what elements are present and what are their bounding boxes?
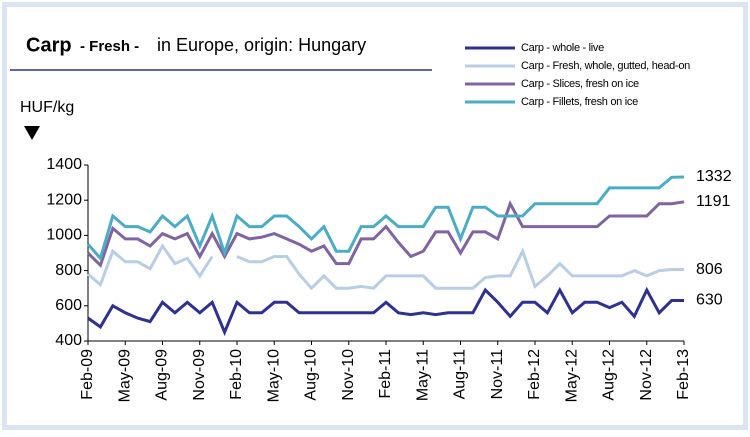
x-tick-label: May-12: [563, 349, 580, 402]
series-line: [86, 200, 685, 269]
x-tick-label: Feb-12: [526, 349, 543, 400]
series-line: [87, 243, 684, 291]
y-tick-label: 1200: [46, 191, 82, 208]
x-tick-label: Aug-12: [601, 349, 618, 401]
end-value-label: 630: [696, 292, 723, 309]
x-tick-label: Feb-11: [377, 349, 394, 399]
chart-title: Carp: [26, 34, 72, 56]
x-tick-label: Aug-11: [452, 349, 469, 400]
y-axis-label: HUF/kg: [20, 99, 74, 116]
x-tick-label: Aug-09: [154, 349, 171, 401]
legend-label: Carp - whole - live: [521, 42, 604, 54]
x-tick-label: Nov-11: [489, 349, 506, 399]
end-value-label: 806: [696, 261, 723, 278]
legend-label: Carp - Fresh, whole, gutted, head-on: [521, 60, 690, 72]
series-line: [87, 286, 684, 337]
y-tick-label: 600: [55, 297, 82, 314]
x-tick-label: Aug-10: [303, 349, 320, 401]
x-tick-label: Nov-09: [191, 349, 208, 401]
x-tick-label: Nov-10: [340, 349, 357, 401]
x-tick-label: Feb-10: [228, 349, 245, 400]
y-tick-label: 1400: [46, 156, 82, 173]
x-tick-label: Feb-13: [675, 349, 692, 400]
y-tick-label: 400: [55, 332, 82, 349]
legend-label: Carp - Fillets, fresh on ice: [521, 96, 638, 108]
legend-label: Carp - Slices, fresh on ice: [521, 78, 639, 90]
x-tick-label: May-11: [414, 349, 431, 401]
x-tick-label: May-09: [116, 349, 133, 402]
chart-title: - Fresh -: [80, 38, 139, 55]
x-tick-label: May-10: [265, 349, 282, 402]
chart-title: in Europe, origin: Hungary: [157, 35, 366, 55]
y-tick-label: 800: [55, 262, 82, 279]
end-value-label: 1191: [696, 193, 731, 210]
series-line: [86, 175, 685, 262]
x-tick-label: Feb-09: [79, 349, 96, 400]
y-tick-label: 1000: [46, 227, 82, 244]
x-tick-label: Nov-12: [638, 349, 655, 401]
arrow: [24, 126, 40, 140]
end-value-label: 1332: [696, 168, 732, 185]
